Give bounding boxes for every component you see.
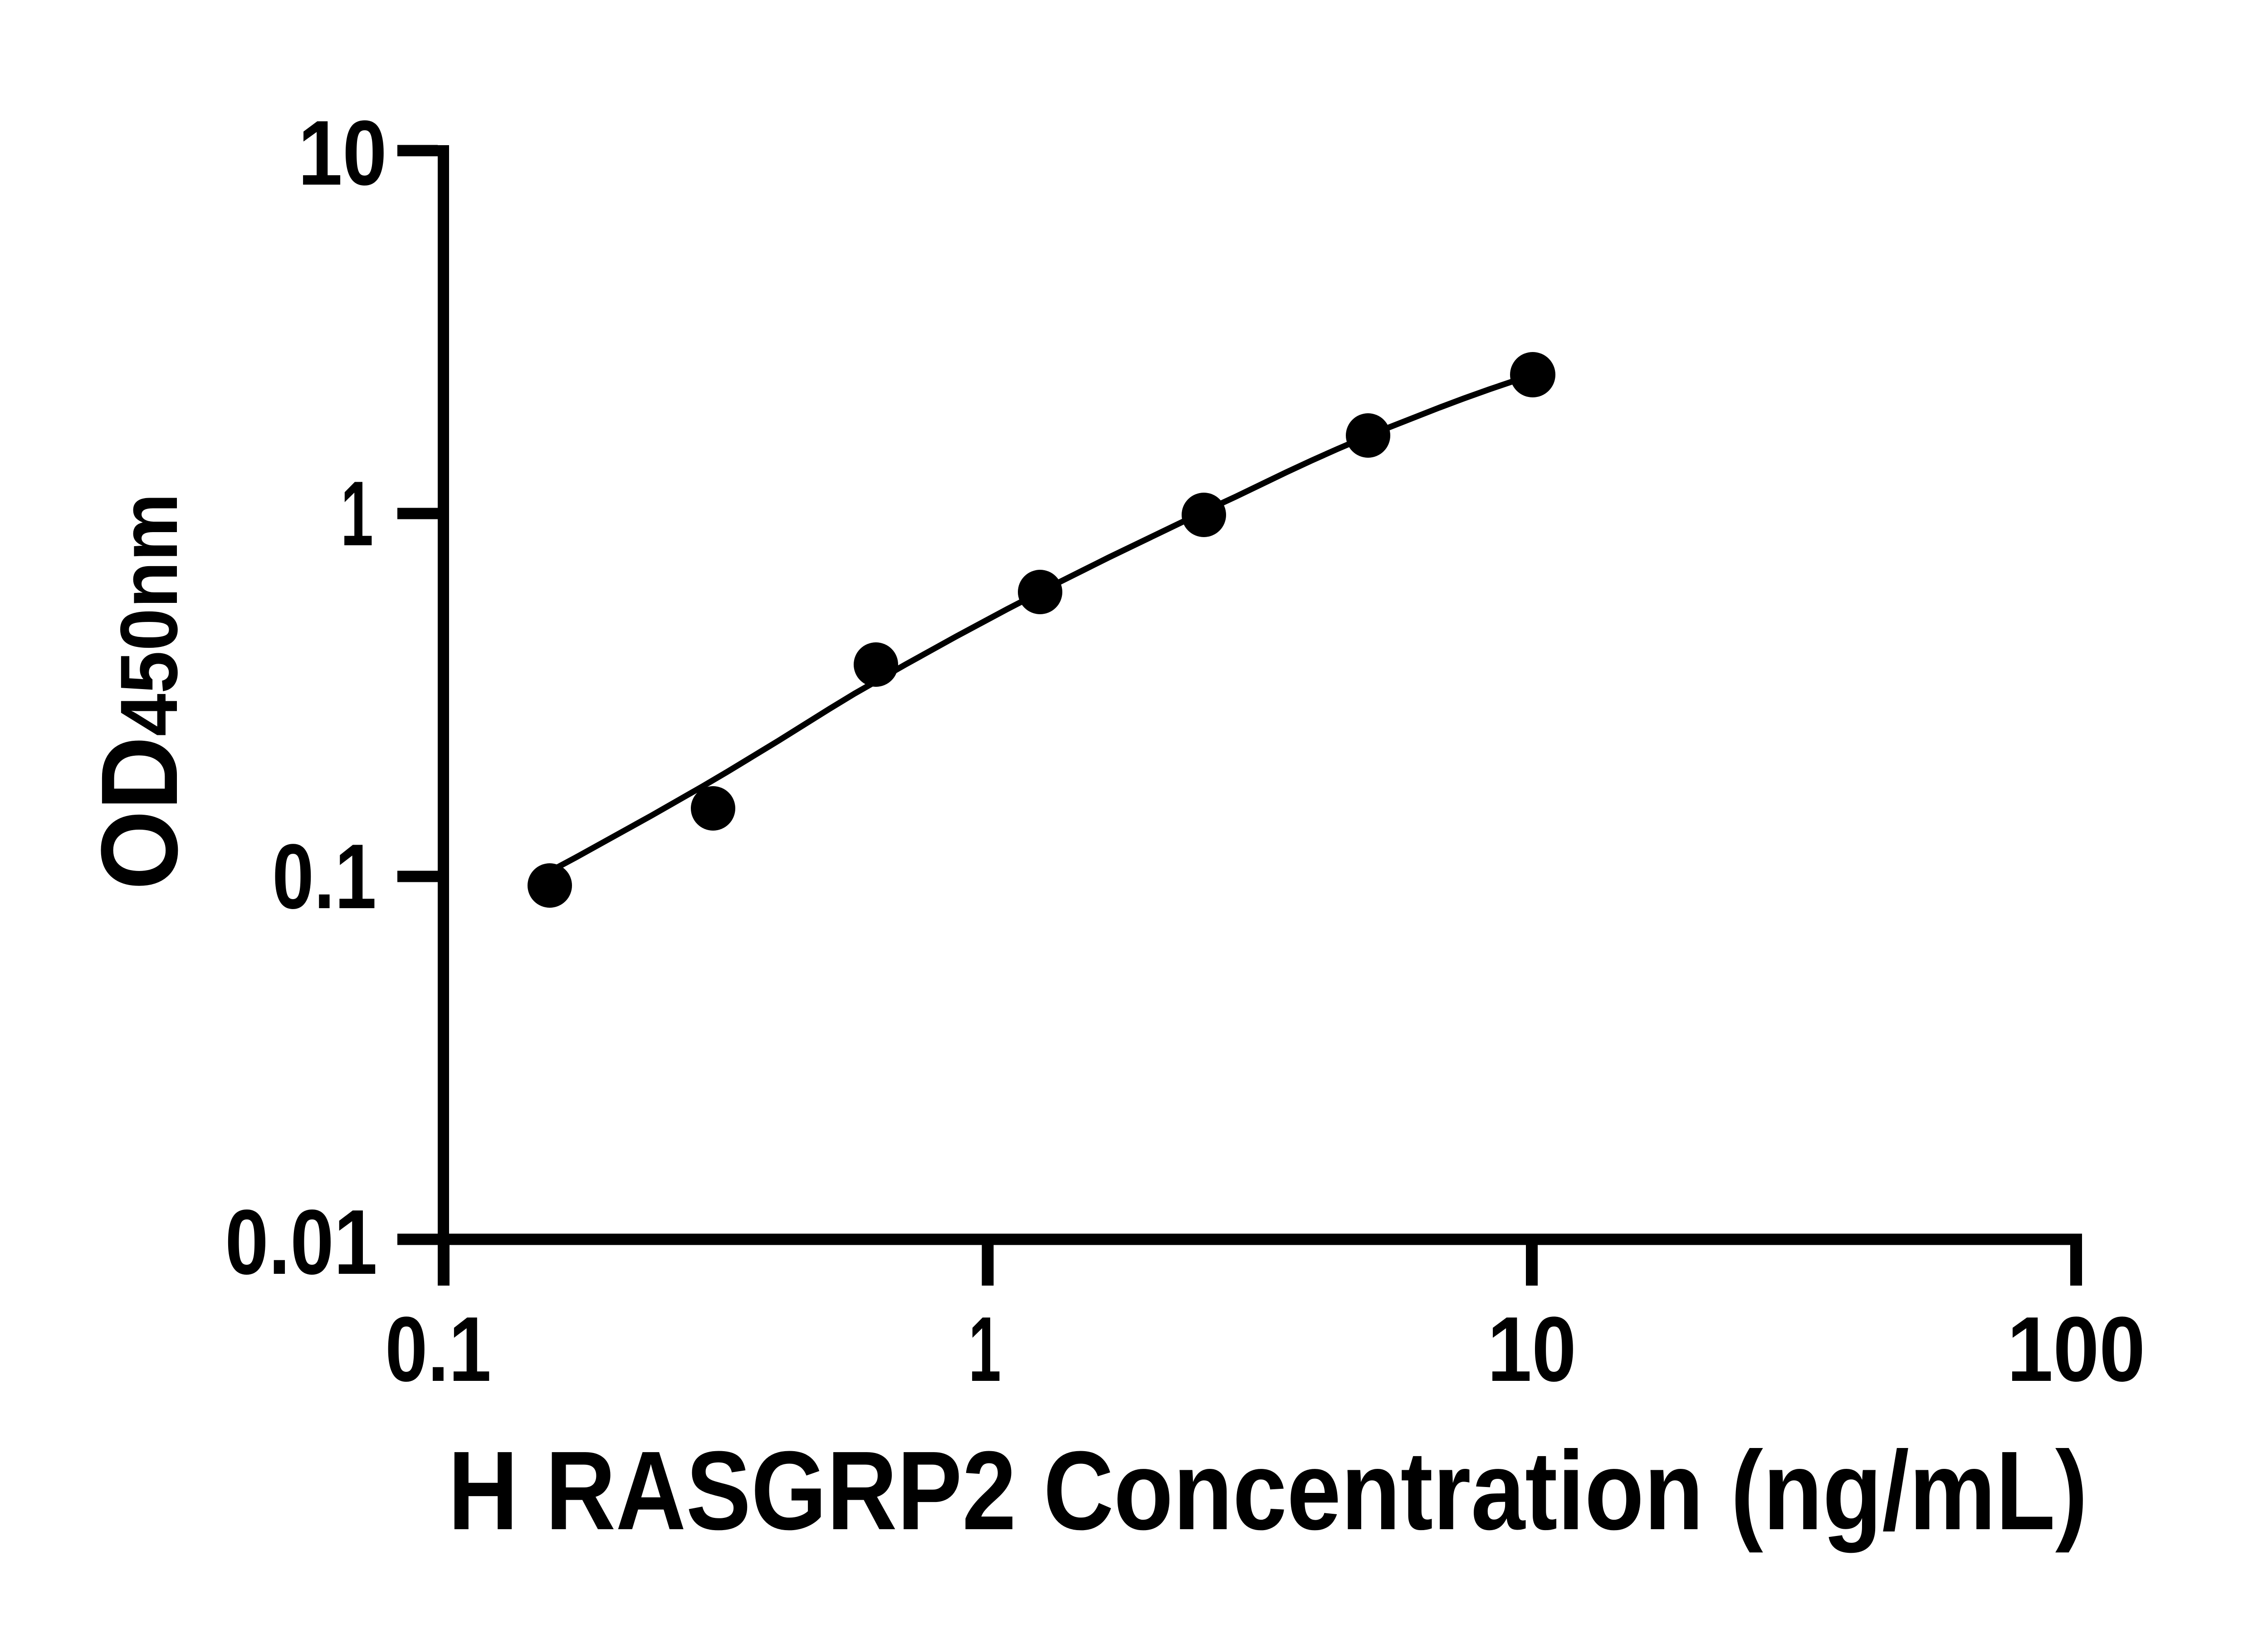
svg-text:H RASGRP2 Concentration (ng/mL: H RASGRP2 Concentration (ng/mL): [448, 1428, 2088, 1553]
svg-text:1: 1: [968, 1298, 1001, 1401]
svg-text:0.01: 0.01: [225, 1191, 377, 1294]
svg-text:OD: OD: [78, 736, 200, 890]
svg-text:100: 100: [2007, 1298, 2146, 1401]
svg-text:0.1: 0.1: [385, 1298, 491, 1401]
svg-text:450nm: 450nm: [103, 493, 194, 736]
svg-text:10: 10: [298, 102, 387, 205]
svg-text:1: 1: [341, 462, 373, 565]
svg-text:10: 10: [1487, 1298, 1576, 1401]
svg-text:0.1: 0.1: [272, 825, 376, 928]
